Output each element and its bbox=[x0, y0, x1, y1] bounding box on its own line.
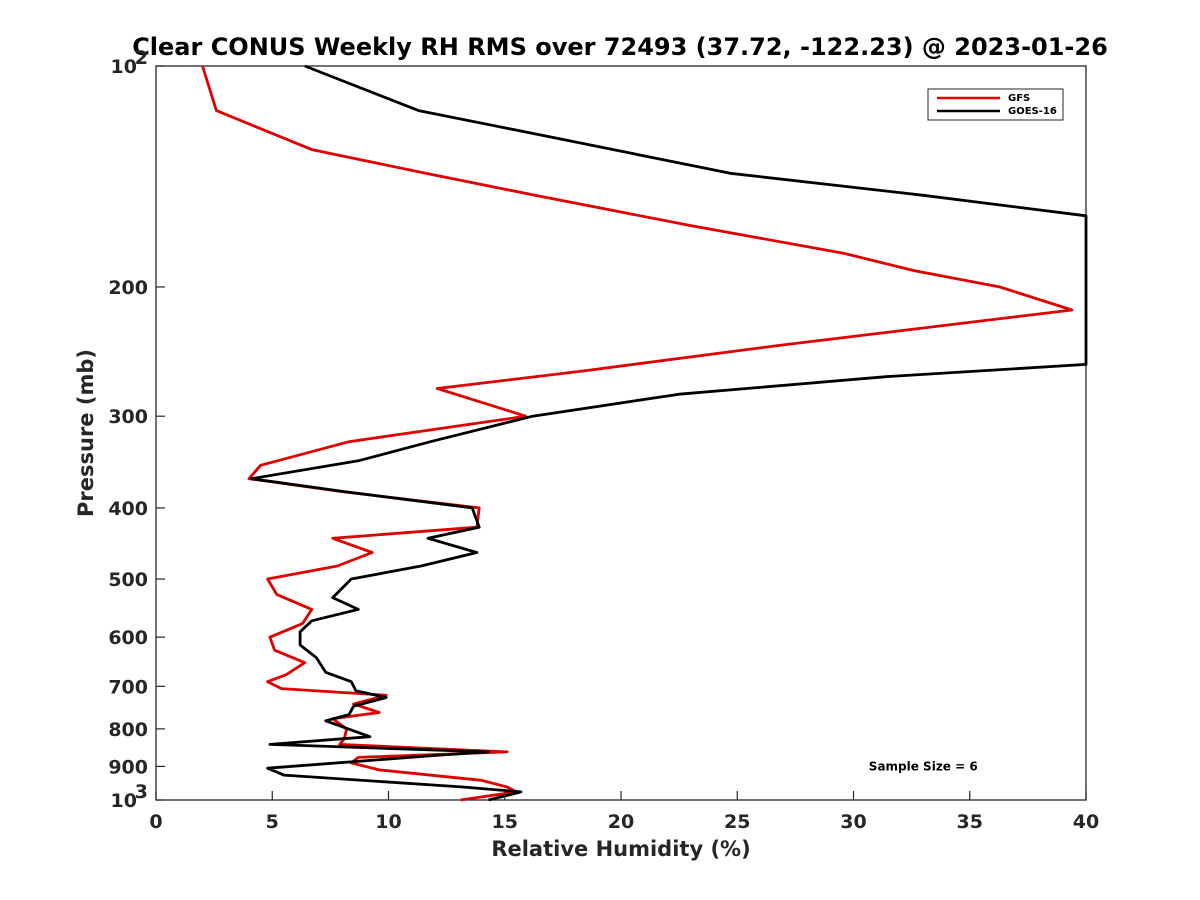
x-axis-label: Relative Humidity (%) bbox=[491, 837, 750, 861]
sample-size-annotation: Sample Size = 6 bbox=[869, 759, 978, 773]
x-tick-label: 20 bbox=[608, 811, 634, 833]
x-tick-label: 0 bbox=[149, 811, 162, 833]
chart-title: Clear CONUS Weekly RH RMS over 72493 (37… bbox=[132, 33, 1108, 61]
x-tick-label: 40 bbox=[1073, 811, 1099, 833]
x-tick-label: 10 bbox=[375, 811, 401, 833]
x-tick-label: 35 bbox=[957, 811, 983, 833]
legend-box bbox=[927, 88, 1064, 121]
legend-label-goes-16: GOES-16 bbox=[1008, 106, 1057, 117]
y-tick-exponent: 2 bbox=[135, 47, 148, 69]
x-axis-ticks: 0 5 10 15 20 25 30 35 40 bbox=[149, 791, 1099, 833]
series-line-gfs bbox=[201, 65, 1074, 802]
y-tick-label: 900 bbox=[108, 756, 148, 778]
y-tick-exponent: 3 bbox=[135, 781, 148, 803]
y-tick-label: 600 bbox=[108, 627, 148, 649]
y-tick-label: 500 bbox=[108, 569, 148, 591]
y-tick-label: 200 bbox=[108, 277, 148, 299]
y-tick-label: 10 bbox=[111, 56, 137, 78]
x-tick-label: 5 bbox=[266, 811, 279, 833]
series-layer bbox=[201, 64, 1088, 802]
y-tick-label: 300 bbox=[108, 406, 148, 428]
x-tick-label: 30 bbox=[840, 811, 866, 833]
annotation-layer: Sample Size = 6 bbox=[869, 759, 978, 773]
y-axis-label: Pressure (mb) bbox=[74, 349, 98, 517]
legend: GFS GOES-16 bbox=[927, 88, 1064, 121]
x-tick-label: 25 bbox=[724, 811, 750, 833]
y-tick-label: 400 bbox=[108, 498, 148, 520]
plot-area: 0 5 10 15 20 25 30 35 40 10220030040050060070080… bbox=[108, 47, 1099, 833]
legend-label-gfs: GFS bbox=[1008, 93, 1030, 104]
y-tick-label: 10 bbox=[111, 790, 137, 812]
x-tick-label: 15 bbox=[492, 811, 518, 833]
y-tick-label: 800 bbox=[108, 719, 148, 741]
series-line-goes-16 bbox=[249, 64, 1088, 802]
y-tick-label: 700 bbox=[108, 676, 148, 698]
